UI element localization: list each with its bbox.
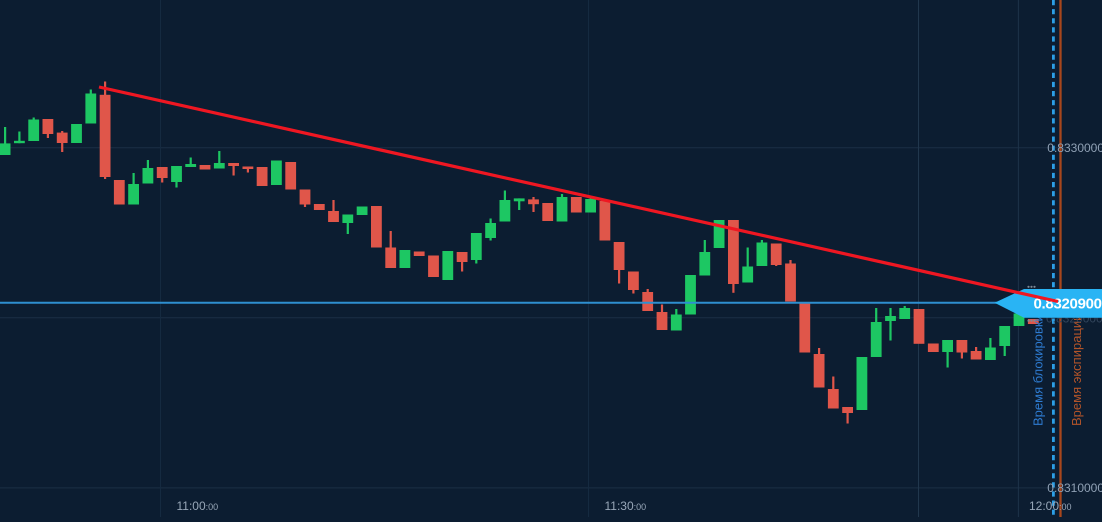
svg-text:11:30:00: 11:30:00: [605, 499, 647, 513]
svg-text:Время блокировки: Время блокировки: [1031, 314, 1046, 426]
svg-text:11:00:00: 11:00:00: [177, 499, 219, 513]
svg-text:12:00:00: 12:00:00: [1029, 499, 1072, 513]
svg-text:0.8330000: 0.8330000: [1047, 141, 1102, 155]
svg-text:Время экспирации: Время экспирации: [1069, 314, 1084, 426]
svg-text:0.8310000: 0.8310000: [1047, 481, 1102, 495]
